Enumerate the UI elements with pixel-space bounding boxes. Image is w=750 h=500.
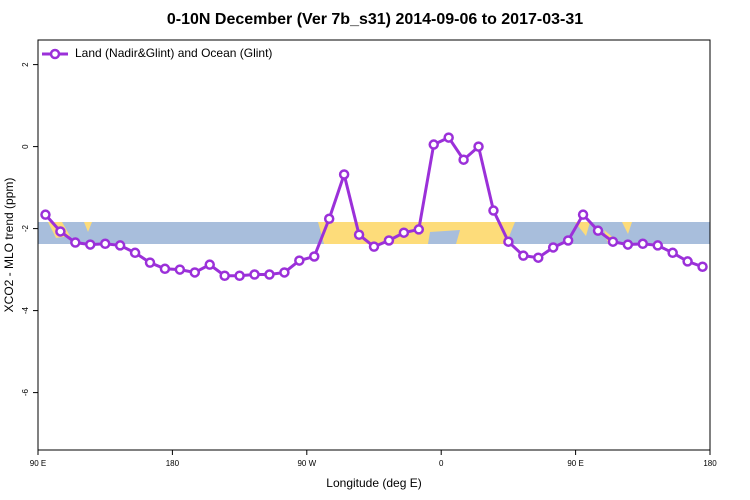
data-point [652, 240, 663, 251]
data-point [114, 240, 126, 251]
data-point [40, 209, 51, 220]
x-tick-label: 0 [439, 459, 444, 468]
data-point [368, 241, 380, 252]
data-point [697, 261, 708, 272]
data-point [443, 132, 454, 143]
data-point [533, 252, 544, 263]
data-point [547, 242, 559, 253]
data-point [518, 250, 529, 261]
data-point [249, 269, 260, 280]
data-point [413, 224, 425, 235]
data-point [144, 257, 156, 268]
data-point [55, 226, 66, 237]
data-point [323, 213, 335, 225]
data-point [592, 225, 604, 236]
data-point [637, 238, 649, 250]
data-point [398, 227, 410, 238]
data-point [279, 267, 290, 278]
data-point [458, 154, 469, 165]
data-point [234, 270, 245, 281]
data-point [189, 267, 201, 278]
data-point [338, 169, 350, 180]
data-point [219, 270, 230, 281]
data-point [667, 247, 678, 259]
data-point [129, 247, 141, 259]
data-line [44, 135, 704, 278]
x-tick-label: 90 E [30, 459, 46, 468]
x-axis-label: Longitude (deg E) [326, 476, 421, 490]
data-point [428, 139, 439, 150]
data-point [622, 239, 634, 250]
data-point [383, 235, 395, 246]
land-patch [575, 222, 590, 236]
land-patch [84, 222, 92, 232]
y-tick-label: -6 [21, 388, 30, 396]
y-tick-label: -2 [21, 224, 30, 232]
data-point [70, 237, 81, 248]
data-point [353, 229, 365, 240]
data-point [99, 238, 111, 250]
data-point [309, 251, 320, 262]
data-point [159, 263, 171, 275]
data-point [264, 269, 275, 280]
data-point [85, 239, 96, 250]
land-patch [622, 222, 632, 234]
y-tick-label: 2 [21, 62, 30, 67]
legend-label: Land (Nadir&Glint) and Ocean (Glint) [75, 46, 272, 60]
data-point [503, 236, 514, 247]
plot-frame [37, 39, 711, 451]
x-tick-label: 180 [166, 459, 180, 468]
x-tick-label: 90 W [297, 459, 316, 468]
data-point [294, 255, 305, 266]
data-point [682, 256, 693, 267]
legend-marker [49, 48, 61, 60]
x-tick-label: 90 E [567, 459, 583, 468]
data-point [473, 141, 484, 152]
data-point [204, 259, 215, 270]
data-point [607, 236, 619, 247]
y-axis-label: XCO2 - MLO trend (ppm) [2, 178, 16, 313]
y-tick-label: 0 [21, 144, 30, 149]
data-point [488, 205, 499, 216]
data-point [562, 235, 574, 246]
data-point [577, 209, 589, 220]
y-tick-label: -4 [21, 306, 30, 314]
ocean-notch [428, 230, 460, 244]
x-tick-label: 180 [703, 459, 717, 468]
chart-title: 0-10N December (Ver 7b_s31) 2014-09-06 t… [167, 11, 583, 28]
data-point [174, 264, 186, 275]
